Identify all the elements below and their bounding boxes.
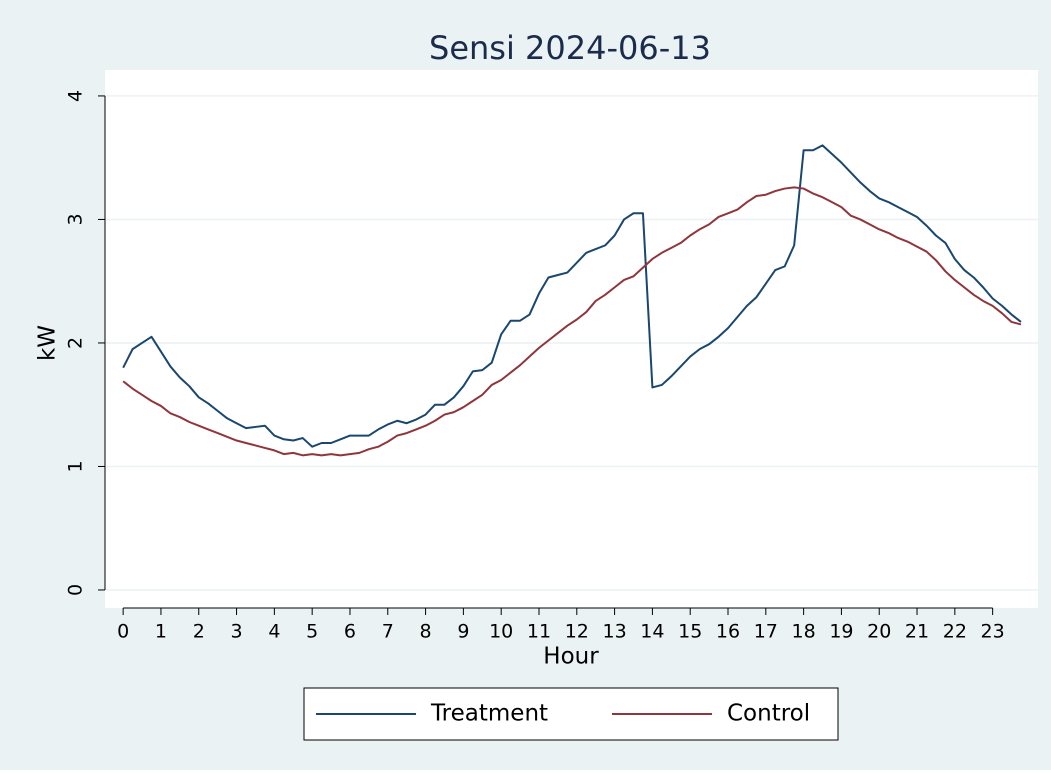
- legend-label: Treatment: [430, 701, 548, 727]
- x-tick-label: 4: [268, 621, 280, 643]
- y-axis-label: kW: [35, 325, 61, 361]
- x-tick-label: 23: [981, 621, 1005, 643]
- series-line: [122, 186, 1022, 457]
- chart-title: Sensi 2024-06-13: [429, 29, 711, 67]
- x-tick-label: 3: [231, 621, 243, 643]
- y-tick-label: 0: [65, 584, 87, 596]
- x-tick-label: 16: [716, 621, 740, 643]
- x-tick-label: 18: [792, 621, 816, 643]
- x-tick-label: 21: [905, 621, 929, 643]
- x-tick-label: 6: [344, 621, 356, 643]
- plot-area: [105, 70, 1038, 608]
- x-tick-label: 9: [457, 621, 469, 643]
- x-tick-label: 22: [943, 621, 967, 643]
- y-tick-label: 1: [65, 460, 87, 472]
- y-tick-label: 2: [65, 337, 87, 349]
- x-tick-label: 1: [155, 621, 167, 643]
- x-tick-label: 7: [382, 621, 394, 643]
- x-tick-label: 2: [193, 621, 205, 643]
- x-tick-label: 14: [640, 621, 664, 643]
- x-tick-label: 20: [867, 621, 891, 643]
- x-tick-label: 0: [117, 621, 129, 643]
- x-axis-label: Hour: [543, 644, 599, 670]
- x-tick-label: 10: [489, 621, 513, 643]
- x-tick-label: 17: [754, 621, 778, 643]
- legend-label: Control: [727, 701, 810, 727]
- y-tick-label: 4: [65, 90, 87, 102]
- series-line: [122, 144, 1022, 448]
- x-tick-label: 19: [829, 621, 853, 643]
- x-tick-label: 11: [527, 621, 551, 643]
- y-tick-label: 3: [65, 213, 87, 225]
- x-tick-label: 5: [306, 621, 318, 643]
- x-tick-label: 8: [420, 621, 432, 643]
- x-tick-label: 15: [678, 621, 702, 643]
- x-tick-label: 12: [565, 621, 589, 643]
- x-tick-label: 13: [603, 621, 627, 643]
